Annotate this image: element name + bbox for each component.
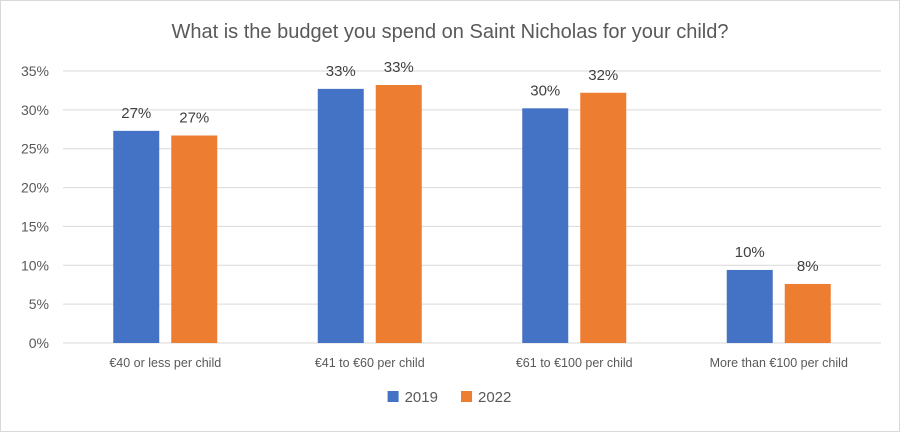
y-axis: 0% 5% 10% 15% 20% 25% 30% 35% [21,63,49,351]
bar-2019 [317,88,364,343]
y-tick-label: 10% [21,257,49,273]
data-label: 10% [735,244,765,261]
bars: 27% 27% 33% 33% 30% 32% 10% 8% [113,59,831,343]
y-tick-label: 25% [21,141,49,157]
chart-title: What is the budget you spend on Saint Ni… [172,21,729,43]
x-category-label: €61 to €100 per child [516,356,633,370]
legend-swatch-2019 [387,391,399,402]
data-label: 8% [797,258,819,275]
data-label: 32% [588,67,618,84]
data-label: 33% [326,63,356,80]
data-label: 27% [121,105,151,122]
y-tick-label: 0% [29,335,49,351]
legend-swatch-2022 [461,391,472,402]
legend-label: 2019 [405,389,438,406]
legend-label: 2022 [478,389,511,406]
x-category-label: More than €100 per child [710,356,848,370]
x-axis: €40 or less per child €41 to €60 per chil… [109,356,848,370]
y-tick-label: 5% [29,296,49,312]
y-tick-label: 15% [21,218,49,234]
bar-2022 [784,283,831,343]
bar-2022 [171,135,218,343]
legend: 2019 2022 [387,389,511,406]
data-label: 27% [179,110,209,127]
data-label: 33% [384,59,414,76]
data-label: 30% [530,82,560,99]
y-tick-label: 35% [21,63,49,79]
bar-2019 [726,269,773,343]
bar-2022 [375,84,422,343]
bar-2019 [113,130,160,343]
bar-2019 [522,108,569,343]
x-category-label: €40 or less per child [109,356,221,370]
y-tick-label: 30% [21,102,49,118]
y-tick-label: 20% [21,180,49,196]
x-category-label: €41 to €60 per child [315,356,425,370]
bar-2022 [580,92,627,343]
